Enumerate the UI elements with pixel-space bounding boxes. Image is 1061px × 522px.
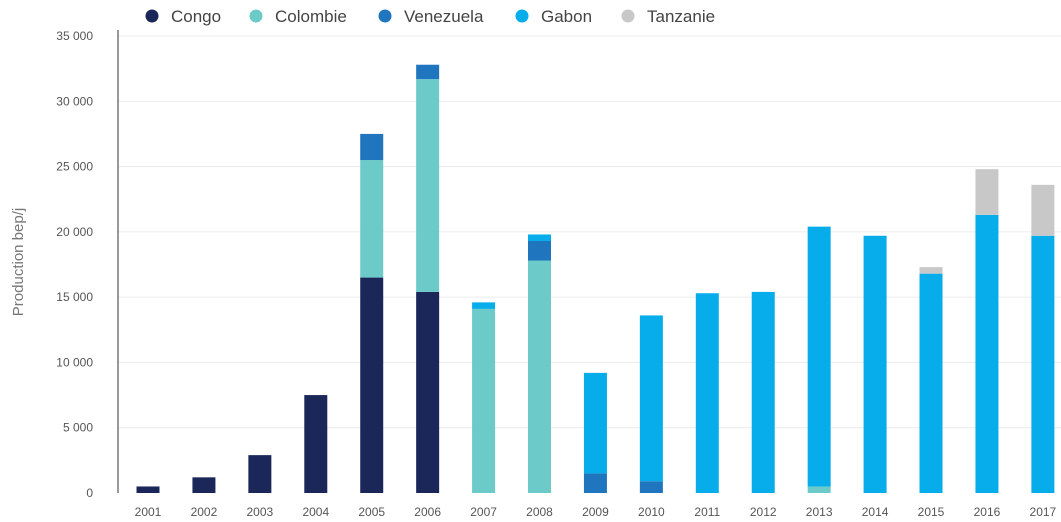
x-axis-ticks: 2001 2002 2003 2004 2005 2006 2007 2008 2009 2010… <box>135 505 1057 519</box>
x-tick-label: 2012 <box>750 505 777 519</box>
x-tick-label: 2013 <box>806 505 833 519</box>
bar-segment <box>919 267 943 274</box>
legend-label: Venezuela <box>404 7 484 26</box>
bar-segment <box>863 235 887 493</box>
bar-segment <box>528 240 552 261</box>
legend-label: Congo <box>171 7 221 26</box>
x-tick-label: 2017 <box>1030 505 1057 519</box>
legend-label: Tanzanie <box>647 7 715 26</box>
x-tick-label: 2002 <box>191 505 218 519</box>
legend-marker <box>621 9 635 23</box>
bar-segment <box>528 260 552 493</box>
bar-segment <box>416 79 440 292</box>
bar-segment <box>360 160 384 278</box>
bar-segment <box>919 273 943 493</box>
y-tick-label: 35 000 <box>56 29 93 43</box>
bar-segment <box>807 226 831 487</box>
legend-label: Colombie <box>275 7 347 26</box>
legend-marker <box>515 9 529 23</box>
x-tick-label: 2006 <box>414 505 441 519</box>
y-tick-label: 30 000 <box>56 94 93 108</box>
bar-segment <box>695 293 719 493</box>
bar-segment <box>360 133 384 161</box>
y-tick-label: 25 000 <box>56 160 93 174</box>
x-tick-label: 2014 <box>862 505 889 519</box>
x-tick-label: 2003 <box>247 505 274 519</box>
y-tick-label: 5 000 <box>63 421 93 435</box>
legend: Congo Colombie Venezuela Gabon Tanzanie <box>145 7 715 26</box>
x-tick-label: 2005 <box>358 505 385 519</box>
x-tick-label: 2007 <box>470 505 497 519</box>
bar-segment <box>416 64 440 80</box>
bar-segment <box>975 169 999 215</box>
bar-segment <box>1031 184 1055 236</box>
legend-marker <box>145 9 159 23</box>
x-tick-label: 2016 <box>974 505 1001 519</box>
x-tick-label: 2009 <box>582 505 609 519</box>
bar-segment <box>528 234 552 241</box>
x-tick-label: 2010 <box>638 505 665 519</box>
y-tick-label: 0 <box>86 486 93 500</box>
y-tick-label: 20 000 <box>56 225 93 239</box>
bar-segment <box>192 477 216 493</box>
y-axis-label: Production bep/j <box>10 208 27 316</box>
bar-segment <box>360 277 384 493</box>
bar-segment <box>751 291 775 493</box>
bar-segment <box>807 486 831 493</box>
bar-segment <box>1031 235 1055 493</box>
y-axis-ticks: 0 5 000 10 000 15 000 20 000 25 000 30 000 35 0… <box>56 29 93 500</box>
y-tick-label: 15 000 <box>56 290 93 304</box>
x-tick-label: 2015 <box>918 505 945 519</box>
x-tick-label: 2008 <box>526 505 553 519</box>
bar-segment <box>248 455 272 493</box>
bar-segment <box>975 214 999 493</box>
x-tick-label: 2001 <box>135 505 162 519</box>
x-tick-label: 2011 <box>694 505 720 519</box>
bar-segment <box>472 308 496 493</box>
legend-marker <box>378 9 392 23</box>
bar-segment <box>639 481 663 493</box>
bar-segment <box>472 302 496 309</box>
bar-segment <box>583 473 607 493</box>
bar-segment <box>583 372 607 474</box>
bar-segment <box>416 291 440 493</box>
bar-segment <box>639 315 663 482</box>
gridlines <box>118 35 1061 429</box>
bar-segment <box>136 486 160 493</box>
x-tick-label: 2004 <box>302 505 329 519</box>
y-tick-label: 10 000 <box>56 355 93 369</box>
legend-label: Gabon <box>541 7 592 26</box>
bars <box>136 64 1055 493</box>
bar-segment <box>304 395 328 493</box>
legend-marker <box>249 9 263 23</box>
